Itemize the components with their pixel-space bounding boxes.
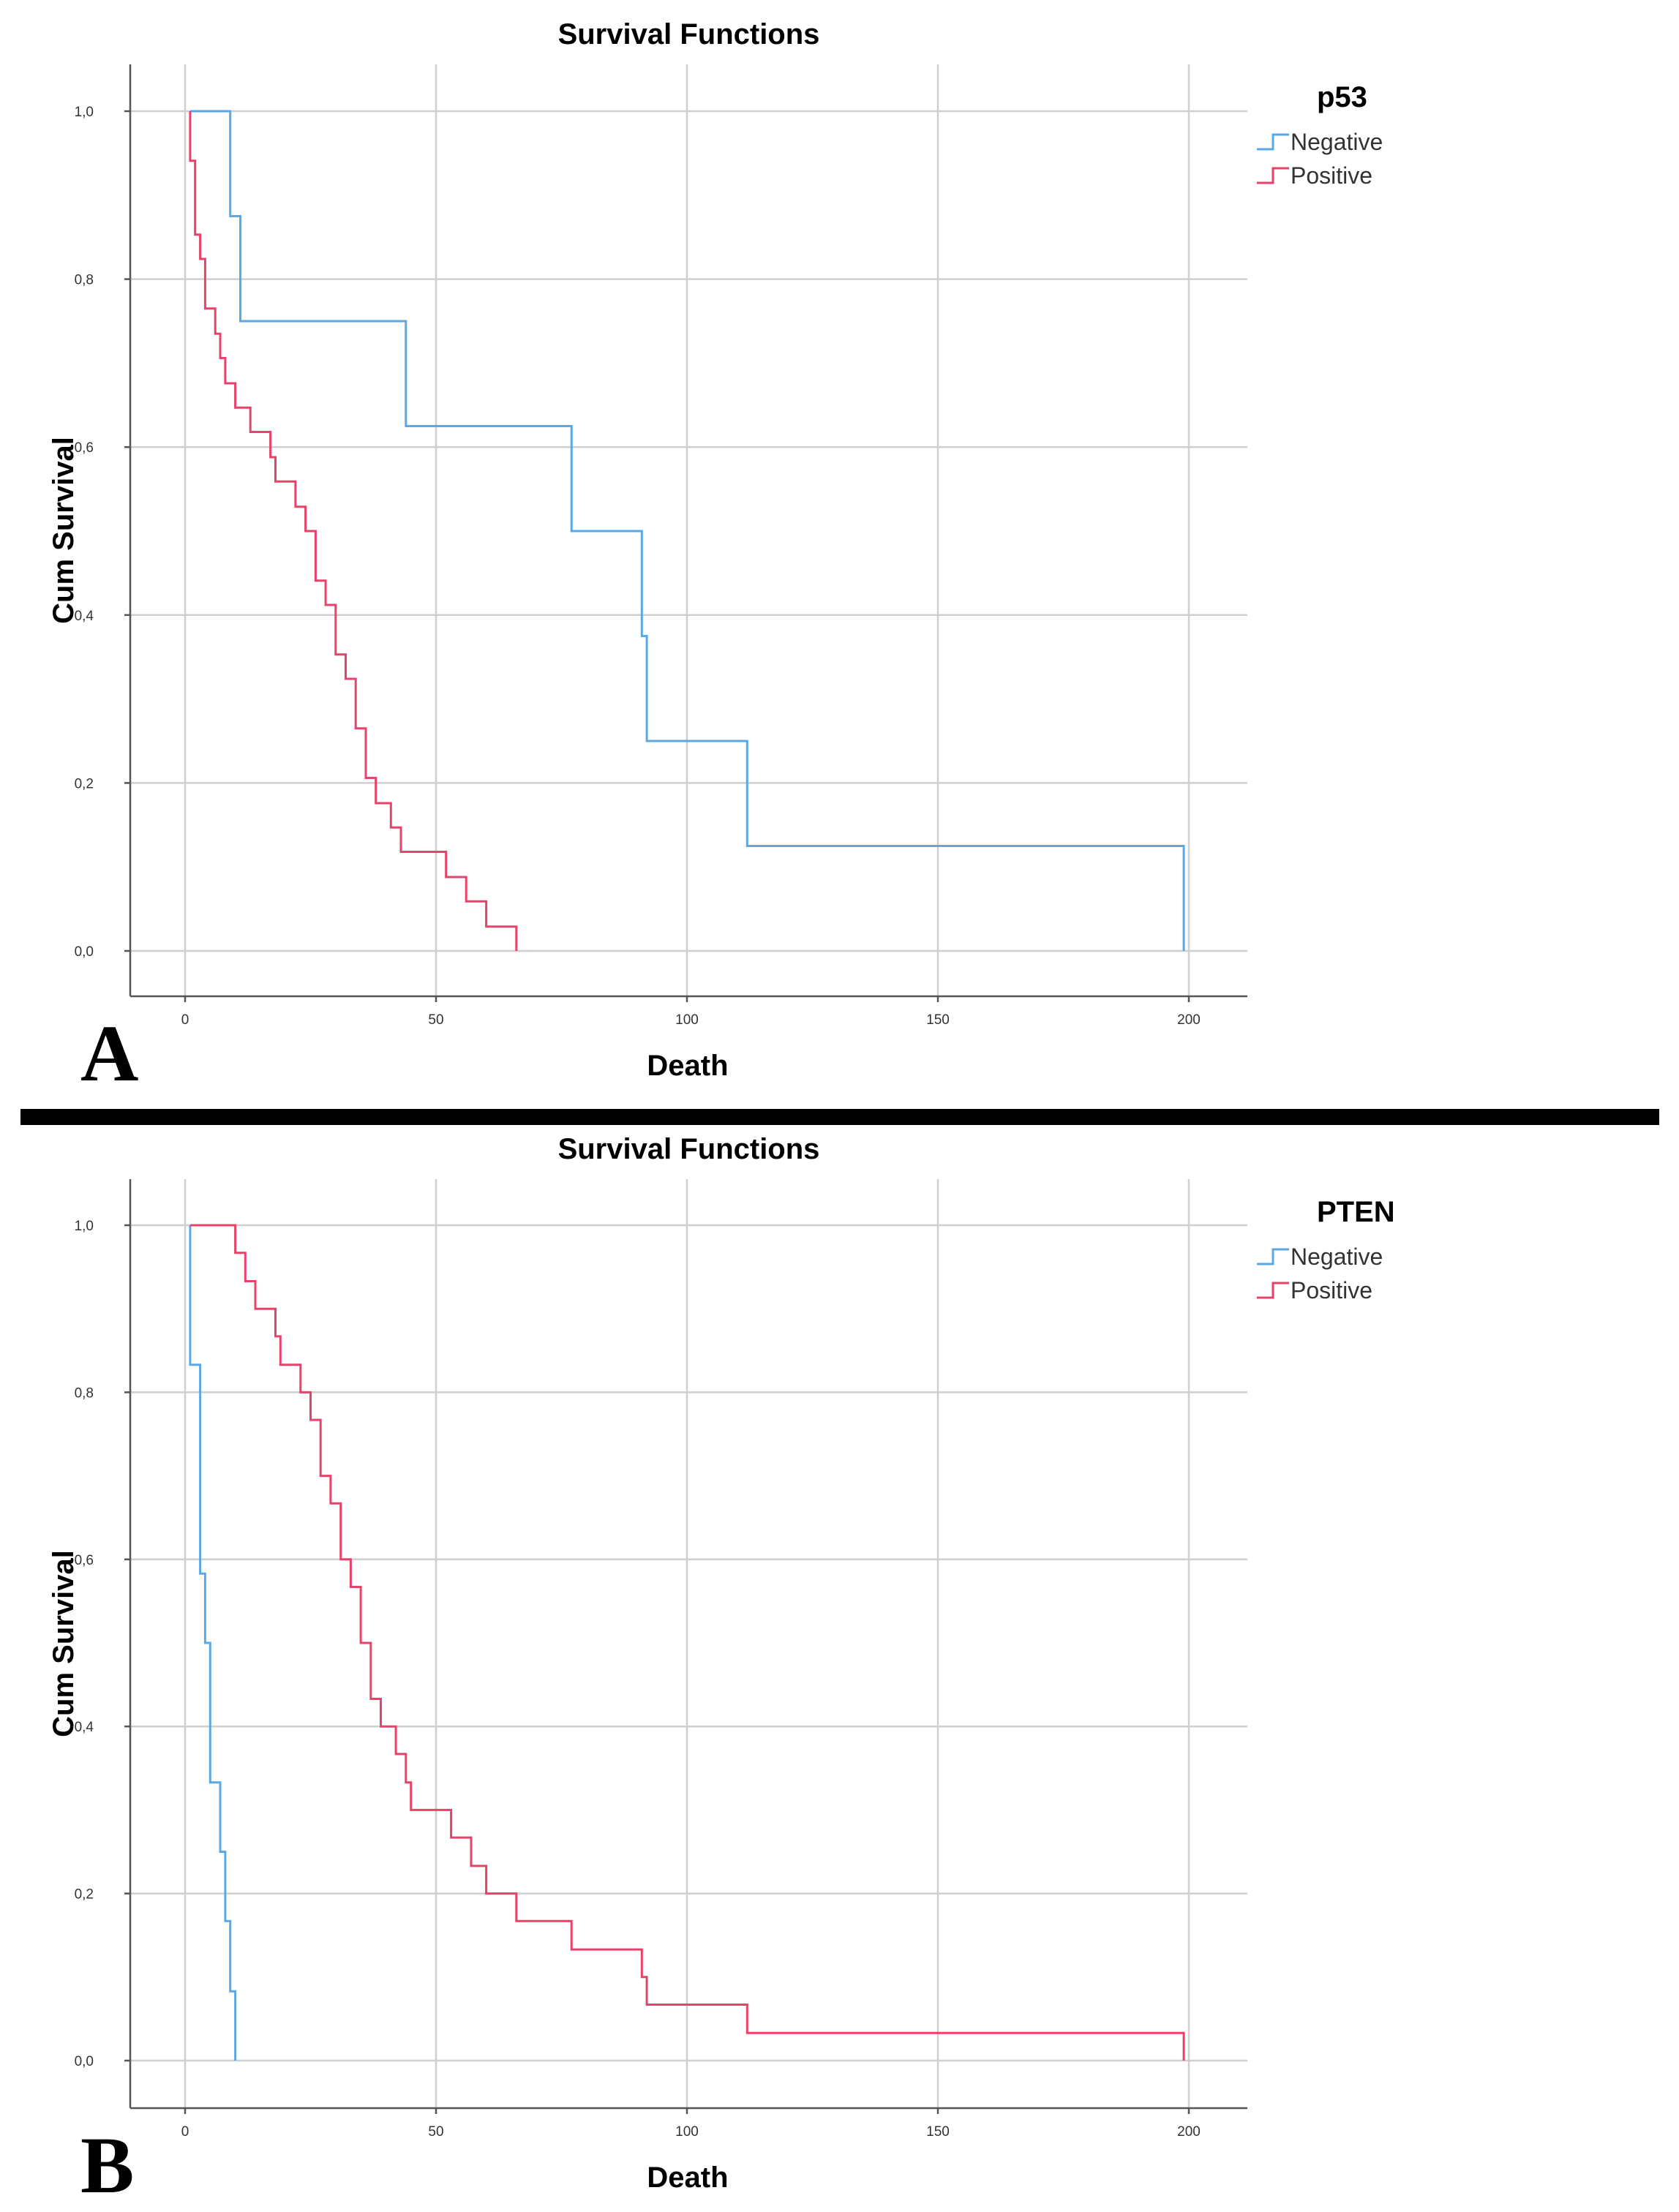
panel-a-y-tick-label: 0,4 bbox=[75, 609, 94, 624]
panel-a-y-tick-label: 0,6 bbox=[75, 440, 94, 456]
panel-b-legend-label-positive: Positive bbox=[1291, 1277, 1372, 1304]
panel-b-legend-swatch-negative bbox=[1257, 1248, 1289, 1265]
panel-a-y-tick-label: 0,2 bbox=[75, 776, 94, 791]
panel-b-y-tick-label: 0,2 bbox=[75, 1887, 94, 1903]
panel-a-y-axis-label: Cum Survival bbox=[48, 437, 80, 624]
panel-b-y-tick-label: 0,8 bbox=[75, 1385, 94, 1401]
panel-b-legend-swatch-positive bbox=[1257, 1282, 1289, 1299]
panel-a-x-tick-label: 0 bbox=[181, 1012, 189, 1028]
panel-a-x-tick-label: 200 bbox=[1177, 1012, 1201, 1028]
panel-b-y-axis-label: Cum Survival bbox=[48, 1550, 80, 1737]
panel-b-y-tick-label: 0,0 bbox=[75, 2054, 94, 2069]
panel-divider bbox=[20, 1109, 1659, 1125]
panel-a-x-axis-label: Death bbox=[647, 1050, 728, 1082]
panel-b-x-tick-label: 200 bbox=[1177, 2124, 1201, 2140]
panel-b: Survival Functions 0,0 0,2 0,4 0,6 0,8 1,0 0 50 1… bbox=[48, 1133, 1395, 2210]
panel-a-y-tick-label: 1,0 bbox=[75, 105, 94, 120]
panel-b-panel-label: B bbox=[80, 2121, 134, 2210]
panel-a-x-tick-label: 100 bbox=[675, 1012, 699, 1028]
panel-b-x-axis-label: Death bbox=[647, 2162, 728, 2194]
panel-b-legend-title: PTEN bbox=[1317, 1196, 1395, 1228]
panel-a-title: Survival Functions bbox=[558, 18, 820, 50]
panel-a: Survival Functions 0,0 0,2 0,4 0,6 0,8 1,0 0 50 1… bbox=[48, 18, 1383, 1098]
panel-b-title: Survival Functions bbox=[558, 1133, 820, 1165]
panel-b-series-positive bbox=[189, 1224, 1185, 2061]
panel-a-y-tick-label: 0,0 bbox=[75, 944, 94, 960]
panel-b-x-tick-label: 100 bbox=[675, 2124, 699, 2140]
panel-a-series-positive bbox=[189, 111, 518, 951]
panel-a-x-tick-label: 50 bbox=[428, 1012, 443, 1028]
panel-a-legend-swatch-negative bbox=[1257, 133, 1289, 151]
panel-b-legend-label-negative: Negative bbox=[1291, 1244, 1383, 1270]
panel-a-legend-title: p53 bbox=[1317, 81, 1367, 113]
panel-a-panel-label: A bbox=[80, 1009, 138, 1098]
panel-b-series-negative bbox=[189, 1225, 237, 2061]
panel-b-y-tick-label: 0,6 bbox=[75, 1553, 94, 1568]
panel-a-x-tick-label: 150 bbox=[926, 1012, 950, 1028]
panel-b-y-tick-label: 0,4 bbox=[75, 1720, 94, 1735]
panel-a-legend-swatch-positive bbox=[1257, 167, 1289, 184]
panel-b-y-tick-label: 1,0 bbox=[75, 1219, 94, 1234]
panel-a-legend-label-negative: Negative bbox=[1291, 129, 1383, 155]
panel-a-y-tick-label: 0,8 bbox=[75, 273, 94, 288]
panel-b-x-tick-label: 50 bbox=[428, 2124, 443, 2140]
panel-a-series-negative bbox=[189, 110, 1185, 951]
panel-b-x-tick-label: 150 bbox=[926, 2124, 950, 2140]
panel-a-legend-label-positive: Positive bbox=[1291, 162, 1372, 189]
panel-b-x-tick-label: 0 bbox=[181, 2124, 189, 2140]
